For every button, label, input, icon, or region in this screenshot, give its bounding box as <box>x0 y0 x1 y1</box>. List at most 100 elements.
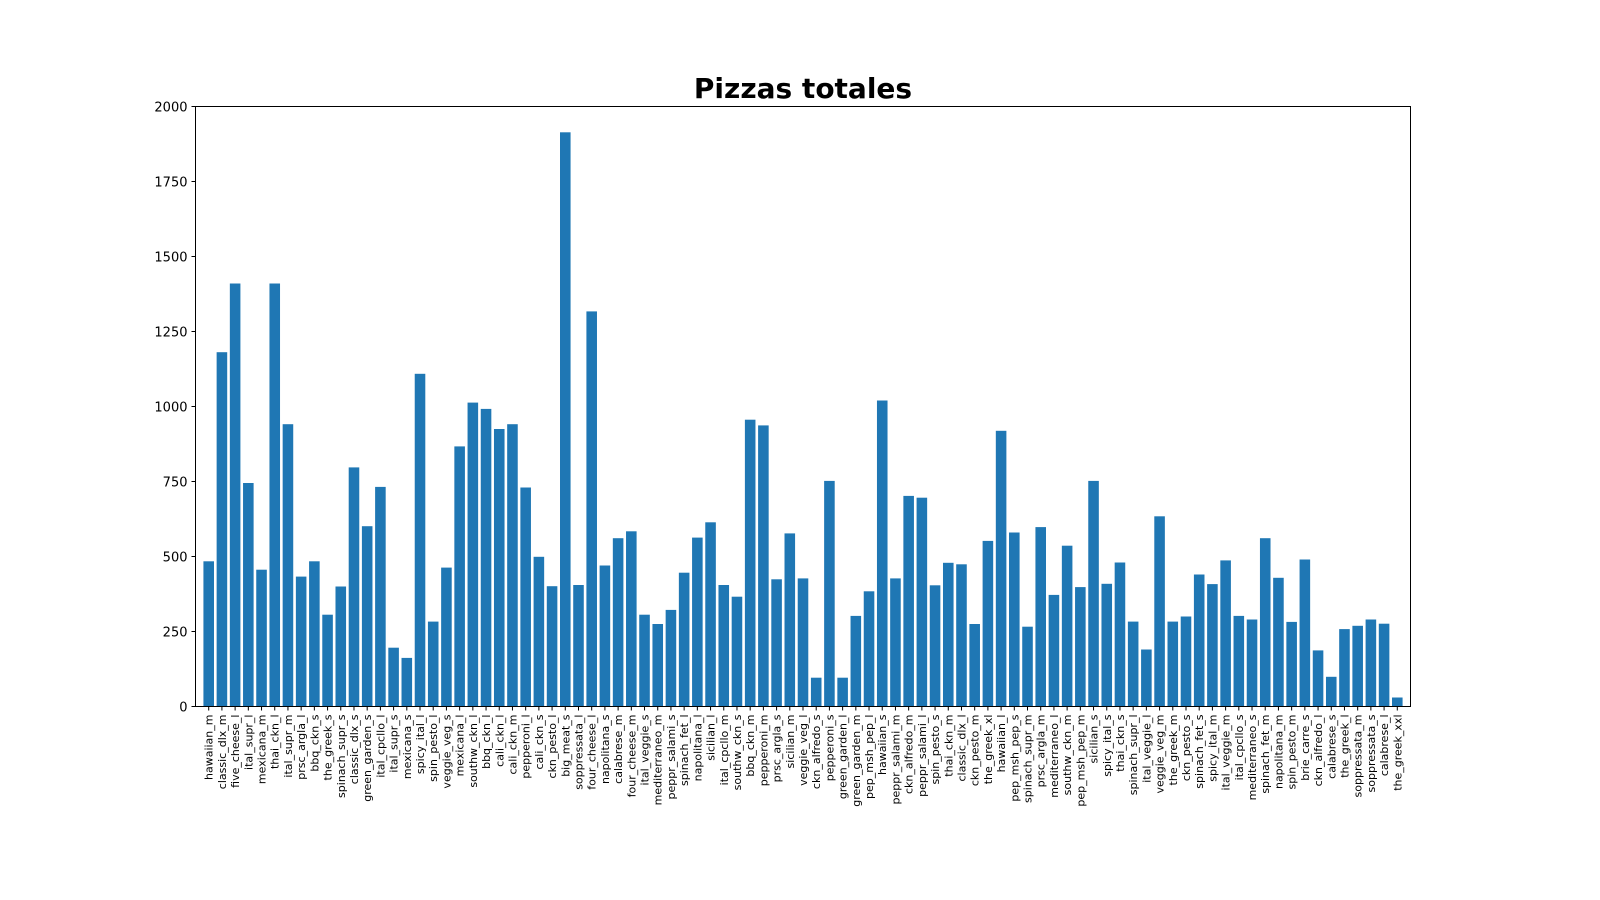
bar-ckn_pesto_m <box>969 624 980 707</box>
x-tick-label: hawaiian_s <box>876 714 889 775</box>
bar-veggie_veg_l <box>797 578 809 707</box>
bar-ckn_pesto_l <box>546 586 558 707</box>
x-tick-label: mediterraneo_s <box>1246 714 1259 800</box>
bar-bbq_ckn_m <box>744 419 756 707</box>
bar-ital_supr_l <box>243 483 254 707</box>
bar-spicy_ital_l <box>414 373 426 707</box>
bar-classic_dlx_l <box>956 564 967 707</box>
bar-prsc_argla_l <box>295 576 307 707</box>
bar-southw_ckn_l <box>467 402 479 707</box>
x-tick-label: calabrese_m <box>612 715 625 784</box>
x-tick-label: mediterraneo_m <box>652 715 665 806</box>
bar-mexicana_l <box>454 446 465 707</box>
x-tick-label: spin_pesto_l <box>427 715 440 782</box>
x-tick-label: ckn_alfredo_s <box>810 714 823 789</box>
bar-peppr_salami_s <box>665 609 677 707</box>
x-tick-label: southw_ckn_s <box>731 714 744 790</box>
bar-spin_pesto_m <box>1286 621 1297 707</box>
x-tick-label: calabrese_l <box>1378 715 1391 777</box>
bar-the_greek_s <box>322 614 333 707</box>
bar-hawaiian_l <box>995 430 1007 707</box>
bar-ckn_pesto_s <box>1180 616 1192 707</box>
bar-green_garden_l <box>837 677 848 707</box>
x-tick-label: ckn_pesto_s <box>1180 714 1193 781</box>
bar-napolitana_l <box>692 537 703 707</box>
x-tick-label: ital_veggie_m <box>1220 715 1233 791</box>
bar-hawaiian_s <box>876 400 888 707</box>
bar-cali_ckn_m <box>507 424 518 707</box>
bar-ital_supr_s <box>388 647 399 707</box>
bar-southw_ckn_s <box>731 596 743 707</box>
x-tick-label: ital_veggie_s <box>639 714 652 785</box>
bar-big_meat_s <box>560 132 571 707</box>
bar-prsc_argla_m <box>1035 527 1046 707</box>
x-tick-label: napolitana_m <box>1272 715 1285 790</box>
bar-pep_msh_pep_l <box>863 591 875 707</box>
x-tick-label: prsc_argla_l <box>295 715 308 780</box>
x-tick-label: sicilian_s <box>1088 714 1101 763</box>
x-tick-label: peppr_salami_m <box>889 715 902 805</box>
bar-mexicana_m <box>256 569 267 707</box>
x-tick-label: spin_pesto_s <box>929 714 942 784</box>
plot-frame <box>195 106 1411 707</box>
x-axis: hawaiian_m classic_dlx_m five_cheese_l ital… <box>203 706 1404 807</box>
x-tick-label: soppressata_m <box>1352 715 1365 798</box>
x-tick-label: thai_ckn_s <box>1114 714 1127 771</box>
x-tick-label: green_garden_s <box>361 714 374 802</box>
y-tick-label: 750 <box>163 476 188 491</box>
bar-classic_dlx_m <box>216 352 228 707</box>
bar-spicy_ital_m <box>1207 584 1218 707</box>
bar-spinach_supr_l <box>1127 621 1139 707</box>
x-tick-label: sicilian_m <box>784 715 797 769</box>
x-tick-label: veggie_veg_l <box>797 715 810 786</box>
x-tick-label: veggie_veg_s <box>440 714 453 788</box>
y-tick-label: 1750 <box>154 176 187 191</box>
x-tick-label: ital_supr_m <box>282 715 295 778</box>
bar-bbq_ckn_s <box>309 561 320 707</box>
x-tick-label: pep_msh_pep_s <box>1008 714 1021 801</box>
y-tick-label: 1500 <box>154 251 187 266</box>
x-tick-label: pepperoni_m <box>757 715 770 787</box>
x-tick-label: mexicana_m <box>256 715 269 785</box>
bar-ckn_alfredo_s <box>810 677 822 707</box>
bar-classic_dlx_s <box>348 467 360 707</box>
x-tick-label: prsc_argla_s <box>771 714 784 782</box>
bar-pepperoni_l <box>520 487 531 707</box>
bar-veggie_veg_s <box>441 567 452 707</box>
bar-ital_cpcllo_m <box>718 585 730 707</box>
bar-pepperoni_m <box>758 425 769 707</box>
x-tick-label: the_greek_l <box>1338 715 1351 778</box>
bar-napolitana_m <box>1273 577 1284 707</box>
bar-veggie_veg_m <box>1154 516 1165 707</box>
bar-spinach_fet_s <box>1193 574 1205 707</box>
y-tick-label: 2000 <box>154 101 187 116</box>
bar-ckn_alfredo_l <box>1312 650 1324 707</box>
bar-calabrese_s <box>1325 676 1337 707</box>
x-tick-label: pepperoni_l <box>520 715 533 779</box>
y-tick-label: 1000 <box>154 401 187 416</box>
bar-mexicana_s <box>401 657 413 707</box>
bar-ital_veggie_m <box>1220 560 1231 707</box>
x-tick-label: ital_cpcllo_l <box>374 715 387 778</box>
x-tick-label: sicilian_l <box>705 715 718 761</box>
bar-spinach_fet_m <box>1259 538 1271 707</box>
x-tick-label: green_garden_m <box>850 715 863 807</box>
x-tick-label: mexicana_s <box>401 714 414 779</box>
x-tick-label: bbq_ckn_m <box>744 715 757 777</box>
x-tick-label: spicy_ital_m <box>1206 715 1219 782</box>
x-tick-label: cali_ckn_m <box>506 715 519 775</box>
bar-bbq_ckn_l <box>480 408 492 707</box>
x-tick-label: cali_ckn_l <box>493 715 506 767</box>
x-tick-label: soppressata_l <box>572 715 585 790</box>
x-tick-label: bbq_ckn_l <box>480 715 493 769</box>
y-tick-label: 1250 <box>154 326 187 341</box>
bar-sicilian_s <box>1088 480 1099 707</box>
bar-pep_msh_pep_m <box>1075 587 1086 707</box>
x-tick-label: spinach_supr_s <box>335 714 348 798</box>
x-tick-label: veggie_veg_m <box>1154 715 1167 794</box>
bar-spin_pesto_s <box>929 585 941 707</box>
bar-mediterraneo_m <box>652 624 664 707</box>
bar-prsc_argla_s <box>771 579 782 707</box>
x-tick-label: cali_ckn_s <box>533 714 546 769</box>
x-tick-label: thai_ckn_l <box>269 715 282 770</box>
